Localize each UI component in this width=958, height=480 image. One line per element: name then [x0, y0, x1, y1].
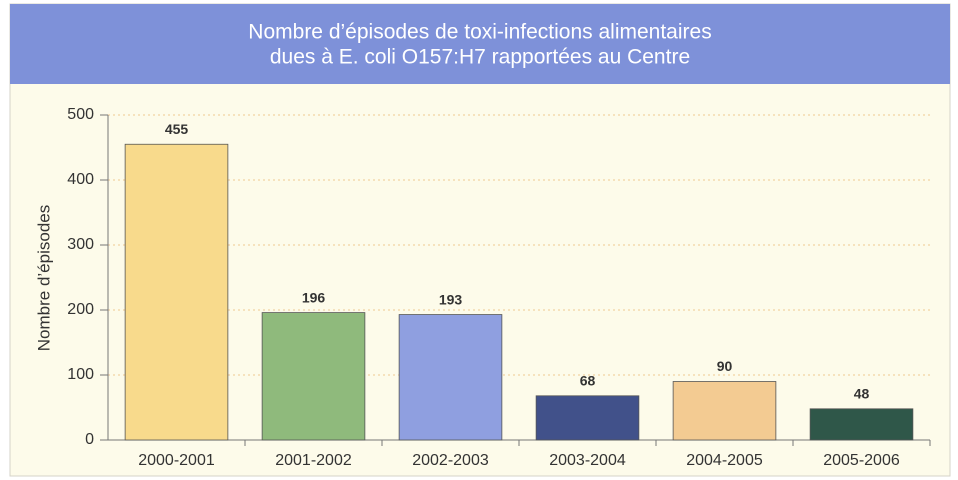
y-tick-label: 300 [67, 236, 94, 253]
y-axis-label: Nombre d’épisodes [34, 205, 53, 351]
data-label: 193 [439, 291, 463, 307]
x-tick-label: 2001-2002 [275, 452, 352, 469]
y-tick-label: 200 [67, 301, 94, 318]
bar [809, 408, 914, 441]
y-tick-label: 0 [85, 431, 94, 448]
y-tick-label: 500 [67, 106, 94, 123]
bar [535, 395, 640, 441]
title-band [10, 4, 950, 84]
data-label: 48 [854, 386, 870, 402]
chart-title: Nombre d’épisodes de toxi-infections ali… [248, 21, 711, 44]
y-tick-label: 100 [67, 366, 94, 383]
x-tick-label: 2002-2003 [412, 452, 489, 469]
bar [124, 143, 229, 441]
x-tick-label: 2005-2006 [823, 452, 900, 469]
data-label: 90 [717, 358, 733, 374]
data-label: 455 [165, 121, 189, 137]
data-label: 196 [302, 289, 326, 305]
x-tick-label: 2004-2005 [686, 452, 763, 469]
y-tick-label: 400 [67, 171, 94, 188]
bar [672, 381, 777, 441]
data-label: 68 [580, 373, 596, 389]
chart-title: dues à E. coli O157:H7 rapportées au Cen… [270, 46, 690, 69]
x-tick-label: 2003-2004 [549, 452, 626, 469]
bar [261, 312, 366, 441]
x-tick-label: 2000-2001 [138, 452, 215, 469]
bar [398, 314, 503, 441]
